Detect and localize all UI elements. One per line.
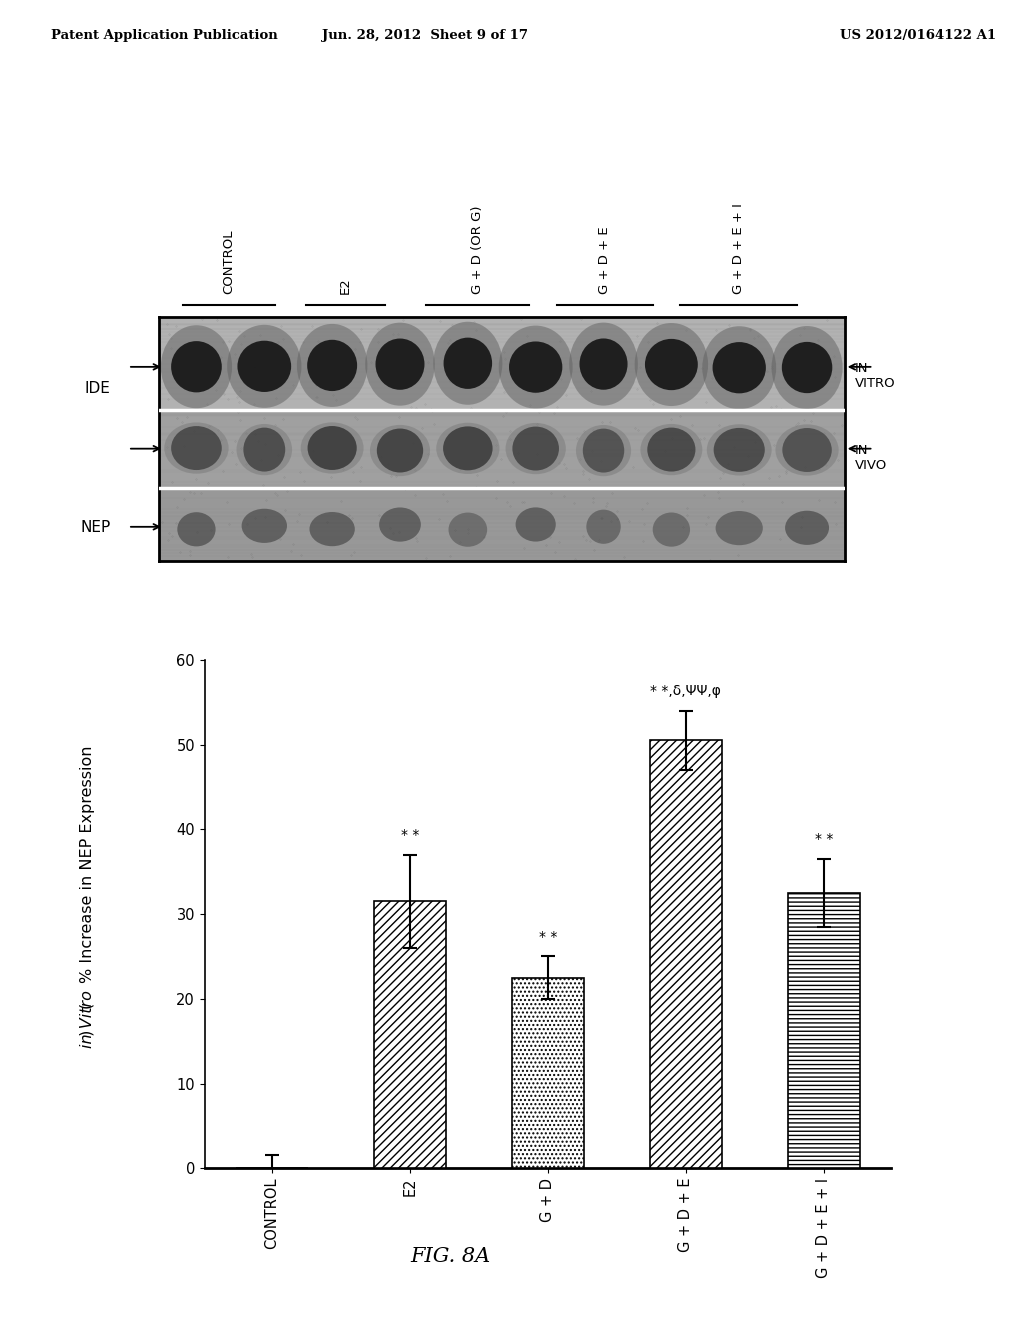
Text: E2: E2 xyxy=(339,277,352,294)
Text: (: ( xyxy=(80,998,94,1008)
Text: IN
VITRO: IN VITRO xyxy=(855,362,896,391)
Ellipse shape xyxy=(244,428,286,471)
Ellipse shape xyxy=(309,512,354,546)
Ellipse shape xyxy=(635,323,709,407)
Text: NEP: NEP xyxy=(80,520,111,536)
Text: IDE: IDE xyxy=(85,380,111,396)
Text: in Vitro: in Vitro xyxy=(80,990,94,1048)
Ellipse shape xyxy=(449,512,487,546)
Ellipse shape xyxy=(707,424,772,475)
Text: US 2012/0164122 A1: US 2012/0164122 A1 xyxy=(840,29,995,42)
Ellipse shape xyxy=(771,326,843,409)
Ellipse shape xyxy=(164,422,228,474)
Ellipse shape xyxy=(512,426,559,470)
Ellipse shape xyxy=(580,338,628,389)
Ellipse shape xyxy=(242,508,287,543)
Ellipse shape xyxy=(716,511,763,545)
Ellipse shape xyxy=(647,428,695,471)
Ellipse shape xyxy=(307,339,357,391)
Text: * *,δ,ΨΨ,φ: * *,δ,ΨΨ,φ xyxy=(650,684,721,698)
Ellipse shape xyxy=(227,325,301,408)
Text: IN
VIVO: IN VIVO xyxy=(855,444,887,473)
Ellipse shape xyxy=(587,510,621,544)
Ellipse shape xyxy=(379,507,421,541)
Ellipse shape xyxy=(161,325,232,408)
Bar xyxy=(512,978,584,1168)
Text: * *: * * xyxy=(539,929,557,944)
Bar xyxy=(787,892,860,1168)
Text: G + D + E: G + D + E xyxy=(598,226,611,294)
Text: FIG. 8A: FIG. 8A xyxy=(411,1247,490,1266)
Bar xyxy=(650,741,722,1168)
Ellipse shape xyxy=(307,426,356,470)
Ellipse shape xyxy=(575,425,631,477)
Ellipse shape xyxy=(443,338,493,389)
Text: * *: * * xyxy=(400,828,419,842)
Ellipse shape xyxy=(714,428,765,471)
Bar xyxy=(159,488,845,561)
Ellipse shape xyxy=(516,507,556,541)
Ellipse shape xyxy=(785,511,829,545)
Ellipse shape xyxy=(782,428,831,473)
Bar xyxy=(159,409,845,488)
Ellipse shape xyxy=(376,338,425,389)
Ellipse shape xyxy=(238,341,291,392)
Ellipse shape xyxy=(377,429,423,473)
Text: Jun. 28, 2012  Sheet 9 of 17: Jun. 28, 2012 Sheet 9 of 17 xyxy=(322,29,528,42)
Bar xyxy=(374,902,445,1168)
Ellipse shape xyxy=(640,424,702,475)
Ellipse shape xyxy=(171,341,222,392)
Ellipse shape xyxy=(775,424,839,475)
Ellipse shape xyxy=(433,322,503,405)
Ellipse shape xyxy=(370,425,430,477)
Ellipse shape xyxy=(509,342,562,393)
Ellipse shape xyxy=(583,429,625,473)
Ellipse shape xyxy=(713,342,766,393)
Ellipse shape xyxy=(645,339,697,391)
Text: * *: * * xyxy=(815,833,833,846)
Ellipse shape xyxy=(297,323,368,407)
Ellipse shape xyxy=(171,426,222,470)
Ellipse shape xyxy=(781,342,833,393)
Ellipse shape xyxy=(366,322,435,405)
Ellipse shape xyxy=(301,422,364,474)
Bar xyxy=(159,317,845,409)
Text: ): ) xyxy=(80,1030,94,1040)
Ellipse shape xyxy=(237,424,292,475)
Text: Patent Application Publication: Patent Application Publication xyxy=(51,29,278,42)
Text: G + D + E + I: G + D + E + I xyxy=(732,203,744,294)
Ellipse shape xyxy=(569,322,638,405)
Text: % Increase in NEP Expression: % Increase in NEP Expression xyxy=(80,746,94,983)
Ellipse shape xyxy=(499,326,572,409)
Ellipse shape xyxy=(443,426,493,470)
Ellipse shape xyxy=(652,512,690,546)
Ellipse shape xyxy=(702,326,776,409)
Text: CONTROL: CONTROL xyxy=(222,230,236,294)
Text: G + D (OR G): G + D (OR G) xyxy=(471,205,484,294)
Ellipse shape xyxy=(177,512,216,546)
Ellipse shape xyxy=(436,422,500,474)
Ellipse shape xyxy=(506,422,566,474)
